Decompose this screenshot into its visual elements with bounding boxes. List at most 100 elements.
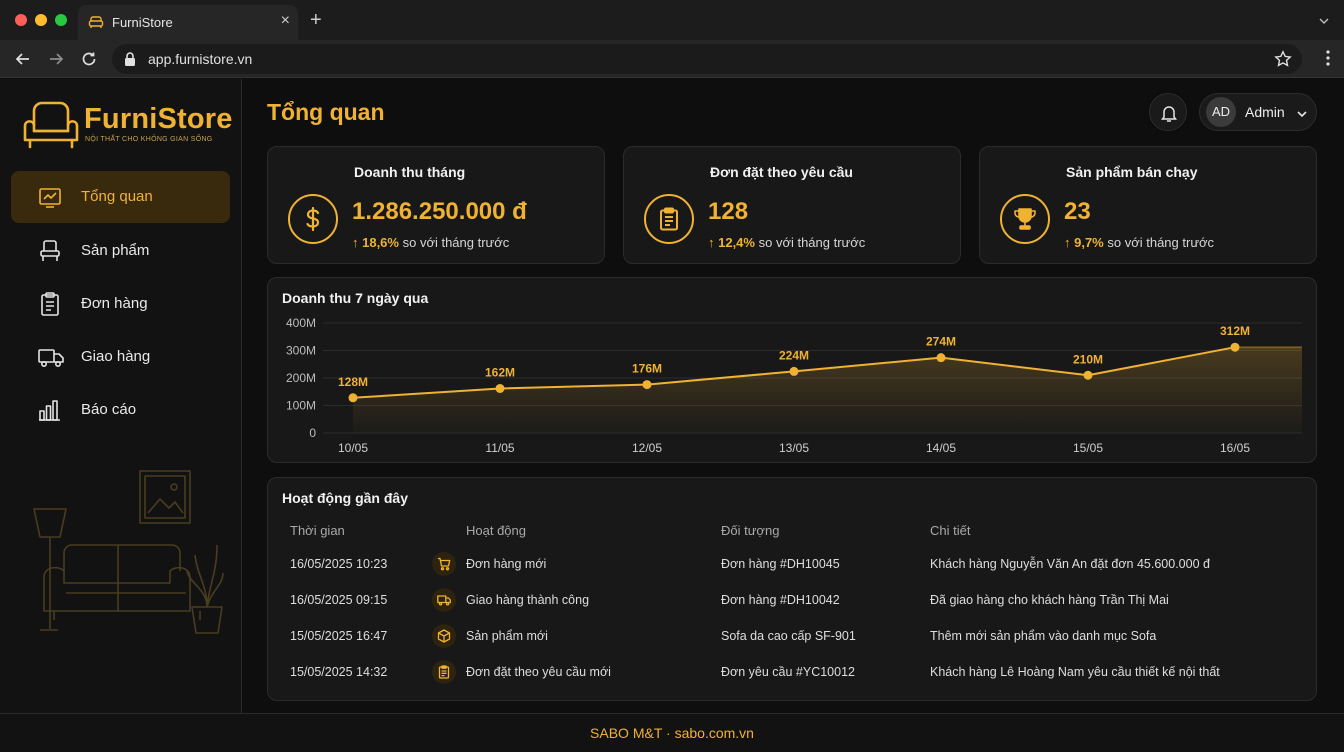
row-action: Đơn đặt theo yêu cầu mới bbox=[466, 665, 611, 679]
page-title: Tổng quan bbox=[267, 99, 385, 125]
column-header-time: Thời gian bbox=[290, 523, 345, 538]
stat-change: ↑ 18,6% so với tháng trước bbox=[352, 235, 510, 250]
sidebar-item-giao-hang[interactable]: Giao hàng bbox=[11, 331, 230, 383]
data-label: 274M bbox=[926, 335, 956, 349]
stat-change: ↑ 9,7% so với tháng trước bbox=[1064, 235, 1215, 250]
y-tick-label: 100M bbox=[286, 399, 316, 413]
y-tick-label: 300M bbox=[286, 344, 316, 358]
sidebar-item-bao-cao[interactable]: Báo cáo bbox=[11, 384, 230, 436]
x-tick-label: 13/05 bbox=[779, 441, 809, 455]
stat-label: Đơn đặt theo yêu cầu bbox=[710, 164, 853, 180]
row-detail: Đã giao hàng cho khách hàng Trần Thị Mai bbox=[930, 593, 1169, 607]
back-arrow-icon[interactable] bbox=[14, 50, 32, 73]
close-window-button[interactable] bbox=[15, 14, 27, 26]
chevron-down-icon[interactable] bbox=[1318, 14, 1330, 32]
stat-card-best-sellers: Sản phẩm bán chạy 23 ↑ 9,7% so với tháng… bbox=[979, 146, 1317, 264]
clipboard-icon bbox=[644, 194, 694, 244]
sidebar-item-label: Giao hàng bbox=[81, 348, 151, 365]
footer-text: SABO M&T · sabo.com.vn bbox=[590, 725, 754, 741]
sofa-icon bbox=[88, 14, 104, 35]
x-tick-label: 14/05 bbox=[926, 441, 956, 455]
sidebar-item-label: Báo cáo bbox=[81, 401, 137, 418]
table-row[interactable]: 15/05/2025 14:32 Đơn đặt theo yêu cầu mớ… bbox=[268, 655, 1318, 691]
data-point bbox=[936, 353, 946, 363]
row-target: Sofa da cao cấp SF-901 bbox=[721, 629, 856, 643]
minimize-window-button[interactable] bbox=[35, 14, 47, 26]
x-tick-label: 11/05 bbox=[485, 441, 514, 455]
y-tick-label: 400M bbox=[286, 316, 316, 330]
stat-value: 1.286.250.000 đ bbox=[352, 198, 527, 225]
address-bar[interactable]: app.furnistore.vn bbox=[112, 44, 1302, 74]
sidebar-item-label: Tổng quan bbox=[81, 188, 153, 205]
stat-card-custom-orders: Đơn đặt theo yêu cầu 128 ↑ 12,4% so với … bbox=[623, 146, 961, 264]
row-target: Đơn hàng #DH10045 bbox=[721, 557, 840, 571]
reload-icon[interactable] bbox=[80, 50, 98, 73]
table-row[interactable]: 15/05/2025 16:47 Sản phẩm mới Sofa da ca… bbox=[268, 619, 1318, 655]
row-time: 16/05/2025 10:23 bbox=[290, 557, 388, 571]
y-tick-label: 0 bbox=[309, 426, 316, 440]
row-detail: Khách hàng Lê Hoàng Nam yêu cầu thiết kế… bbox=[930, 665, 1220, 679]
sidebar: FurniStore NỘI THẤT CHO KHÔNG GIAN SỐNG … bbox=[0, 79, 242, 713]
data-point bbox=[1083, 370, 1093, 380]
avatar: AD bbox=[1206, 97, 1236, 127]
row-time: 15/05/2025 16:47 bbox=[290, 629, 388, 643]
user-menu-button[interactable]: AD Admin bbox=[1199, 93, 1317, 131]
bell-icon bbox=[1161, 106, 1177, 122]
notification-button[interactable] bbox=[1149, 93, 1187, 131]
data-point bbox=[789, 366, 799, 376]
footer: SABO M&T · sabo.com.vn bbox=[0, 713, 1344, 752]
data-label: 162M bbox=[485, 365, 515, 379]
bookmark-star-icon[interactable] bbox=[1274, 50, 1292, 73]
row-action: Sản phẩm mới bbox=[466, 629, 548, 643]
tab-title: FurniStore bbox=[112, 15, 173, 30]
truck-icon bbox=[432, 588, 456, 612]
stat-label: Sản phẩm bán chạy bbox=[1066, 164, 1198, 180]
stat-card-revenue: Doanh thu tháng 1.286.250.000 đ ↑ 18,6% … bbox=[267, 146, 605, 264]
data-point bbox=[495, 383, 505, 393]
chart-title: Doanh thu 7 ngày qua bbox=[282, 290, 429, 306]
data-point bbox=[348, 393, 358, 403]
new-tab-button[interactable]: + bbox=[310, 9, 322, 31]
data-label: 312M bbox=[1220, 324, 1250, 338]
main-content: Tổng quan AD Admin Doanh thu tháng 1.286… bbox=[243, 79, 1344, 713]
area-fill bbox=[353, 347, 1302, 433]
activity-title: Hoạt động gần đây bbox=[282, 490, 408, 506]
stat-value: 128 bbox=[708, 198, 749, 225]
user-name: Admin bbox=[1245, 104, 1285, 120]
forward-arrow-icon[interactable] bbox=[47, 50, 65, 73]
revenue-line-chart: 0 100M 200M 300M 400M 128M 10/05 162M 11/05 176M 1… bbox=[286, 316, 1302, 455]
dollar-icon bbox=[288, 194, 338, 244]
table-row[interactable]: 16/05/2025 10:23 Đơn hàng mới Đơn hàng #… bbox=[268, 547, 1318, 583]
browser-tab[interactable]: FurniStore × bbox=[78, 5, 298, 40]
row-target: Đơn yêu cầu #YC10012 bbox=[721, 665, 855, 679]
x-tick-label: 15/05 bbox=[1073, 441, 1103, 455]
data-label: 128M bbox=[338, 375, 368, 389]
cart-icon bbox=[432, 552, 456, 576]
sidebar-item-label: Sản phẩm bbox=[81, 242, 150, 259]
browser-toolbar: app.furnistore.vn bbox=[0, 40, 1344, 78]
sidebar-item-tong-quan[interactable]: Tổng quan bbox=[11, 171, 230, 223]
dashboard-icon bbox=[37, 184, 63, 215]
sidebar-item-san-pham[interactable]: Sản phẩm bbox=[11, 225, 230, 277]
bar-chart-icon bbox=[37, 397, 63, 428]
box-icon bbox=[432, 624, 456, 648]
x-tick-label: 12/05 bbox=[632, 441, 662, 455]
row-action: Giao hàng thành công bbox=[466, 593, 590, 607]
close-tab-button[interactable]: × bbox=[280, 12, 290, 29]
table-row[interactable]: 16/05/2025 09:15 Giao hàng thành công Đơ… bbox=[268, 583, 1318, 619]
x-tick-label: 10/05 bbox=[338, 441, 368, 455]
armchair-logo-icon bbox=[22, 97, 80, 158]
sidebar-item-don-hang[interactable]: Đơn hàng bbox=[11, 278, 230, 330]
browser-menu-icon[interactable] bbox=[1326, 50, 1330, 71]
y-tick-label: 200M bbox=[286, 371, 316, 385]
trophy-icon bbox=[1000, 194, 1050, 244]
recent-activity-card: Hoạt động gần đây Thời gian Hoạt động Đố… bbox=[267, 477, 1317, 701]
x-tick-label: 16/05 bbox=[1220, 441, 1250, 455]
maximize-window-button[interactable] bbox=[55, 14, 67, 26]
brand-tagline: NỘI THẤT CHO KHÔNG GIAN SỐNG bbox=[85, 136, 213, 143]
row-detail: Khách hàng Nguyễn Văn An đặt đơn 45.600.… bbox=[930, 557, 1210, 571]
row-time: 15/05/2025 14:32 bbox=[290, 665, 388, 679]
row-target: Đơn hàng #DH10042 bbox=[721, 593, 840, 607]
row-detail: Thêm mới sản phẩm vào danh mục Sofa bbox=[930, 629, 1157, 643]
lock-icon bbox=[124, 52, 136, 71]
